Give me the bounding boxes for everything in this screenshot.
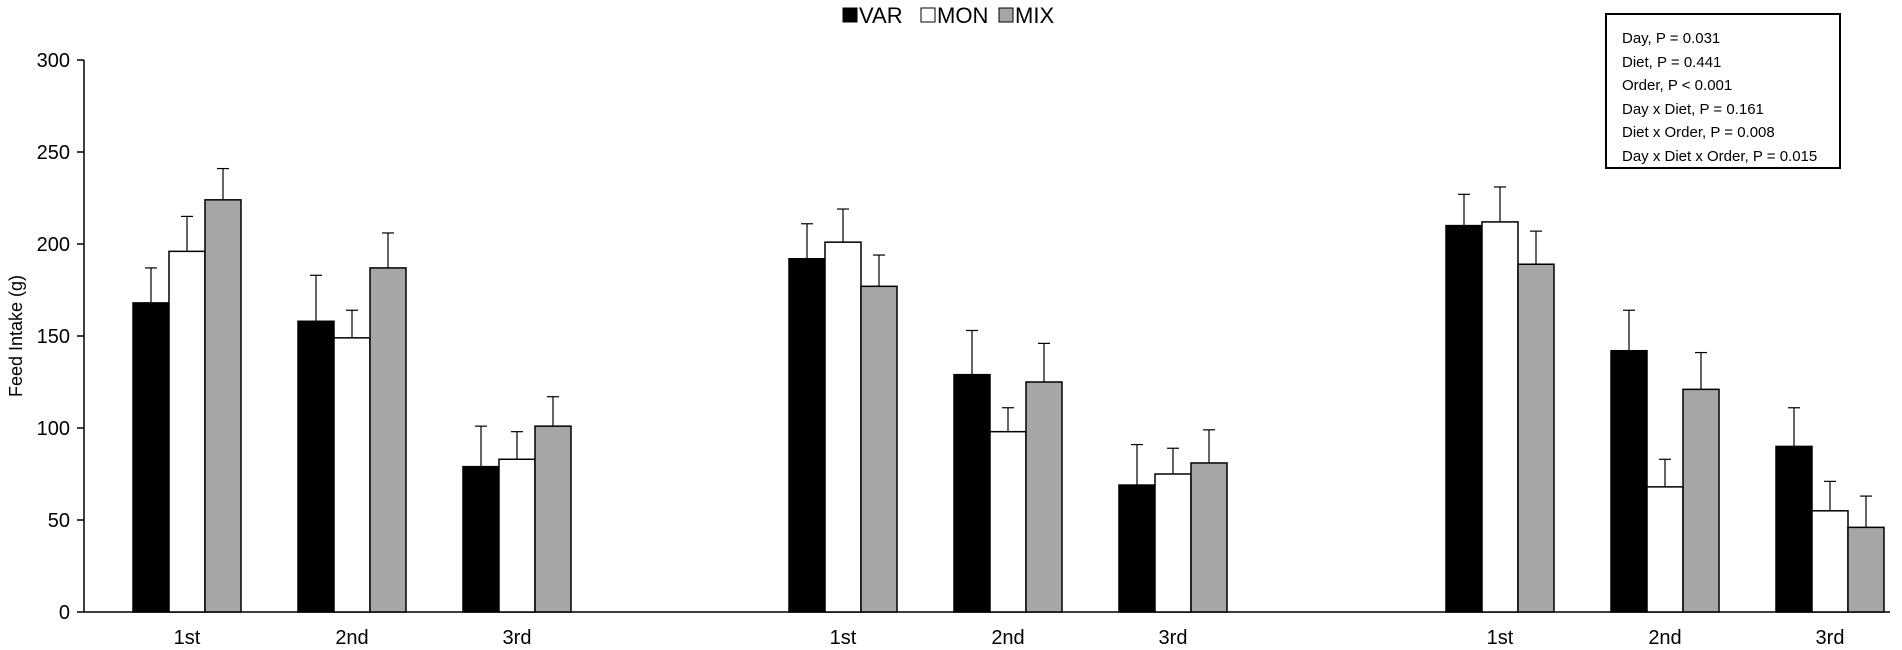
- x-tick-label: 1st: [174, 627, 201, 649]
- y-tick-label: 50: [48, 510, 70, 532]
- bar-mon: [824, 241, 862, 613]
- legend-swatch-mon: [920, 7, 936, 23]
- bar-mon: [168, 250, 206, 613]
- bar-mon: [333, 337, 371, 613]
- stat-diet-x-order: Diet x Order, P = 0.008: [1622, 124, 1775, 141]
- bar-mix: [1682, 388, 1720, 613]
- y-tick-label: 150: [37, 326, 70, 348]
- bar-var: [462, 465, 500, 613]
- y-tick-label: 0: [59, 602, 70, 624]
- x-tick-label: 3rd: [503, 627, 532, 649]
- bar-mix: [1517, 263, 1555, 613]
- bar-var: [1118, 484, 1156, 613]
- bar-var: [788, 257, 826, 613]
- y-tick-label: 250: [37, 142, 70, 164]
- legend-label-var: VAR: [859, 3, 903, 28]
- bar-mix: [860, 285, 898, 613]
- stat-day-x-diet-x-order: Day x Diet x Order, P = 0.015: [1622, 147, 1818, 165]
- bar-mix: [1847, 526, 1885, 613]
- bar-mon: [498, 458, 536, 613]
- legend-label-mix: MIX: [1015, 3, 1054, 28]
- bar-mix: [204, 199, 242, 613]
- bar-var: [1445, 224, 1483, 613]
- stat-order: Order, P < 0.001: [1622, 77, 1733, 94]
- bar-mix: [534, 425, 572, 613]
- bar-mon: [1154, 473, 1192, 613]
- bar-var: [132, 302, 170, 613]
- stat-day-x-diet: Day x Diet, P = 0.161: [1622, 100, 1764, 118]
- bar-var: [953, 373, 991, 613]
- legend-swatch-mix: [998, 7, 1014, 23]
- bar-var: [297, 320, 335, 613]
- x-tick-label: 2nd: [1648, 627, 1681, 649]
- x-tick-label: 1st: [830, 627, 857, 649]
- x-tick-label: 2nd: [991, 627, 1024, 649]
- bar-mix: [1025, 381, 1063, 613]
- bar-mix: [369, 267, 407, 613]
- y-tick-label: 100: [37, 418, 70, 440]
- stat-diet: Diet, P = 0.441: [1622, 53, 1722, 71]
- statistics-annotation-box: Day, P = 0.031 Diet, P = 0.441 Order, P …: [1605, 13, 1841, 169]
- y-axis-title: Feed Intake (g): [6, 275, 26, 397]
- bar-mix: [1190, 462, 1228, 613]
- stat-day: Day, P = 0.031: [1622, 30, 1721, 47]
- x-tick-label: 2nd: [335, 627, 368, 649]
- x-tick-label: 1st: [1487, 627, 1514, 649]
- legend-label-mon: MON: [937, 3, 988, 28]
- bar-mon: [1811, 510, 1849, 613]
- y-tick-label: 200: [37, 234, 70, 256]
- legend-swatch-var: [842, 7, 858, 23]
- bar-var: [1775, 445, 1813, 613]
- bar-mon: [1646, 486, 1684, 613]
- bar-mon: [1481, 221, 1519, 613]
- x-tick-label: 3rd: [1816, 627, 1845, 649]
- bar-var: [1610, 349, 1648, 613]
- y-tick-label: 300: [37, 50, 70, 72]
- x-tick-label: 3rd: [1159, 627, 1188, 649]
- bar-mon: [989, 430, 1027, 613]
